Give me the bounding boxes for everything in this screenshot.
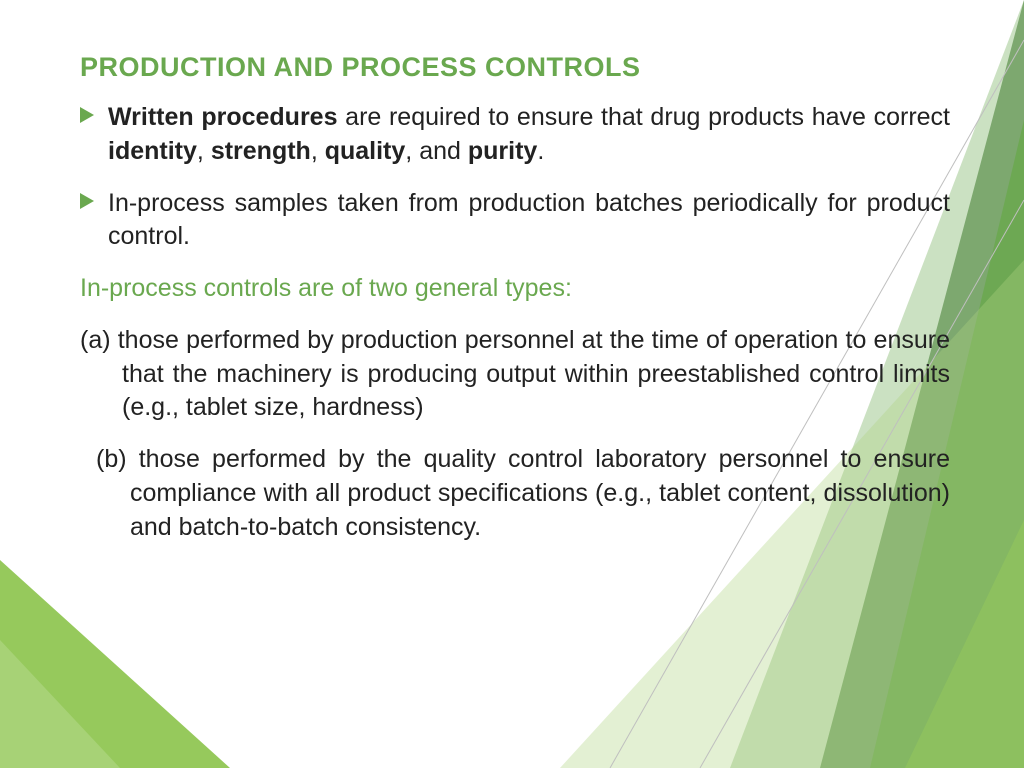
bullet-item: In-process samples taken from production…: [80, 187, 950, 255]
slide-content: PRODUCTION AND PROCESS CONTROLS Written …: [80, 52, 950, 562]
subheading: In-process controls are of two general t…: [80, 272, 950, 306]
bullet-item: Written procedures are required to ensur…: [80, 101, 950, 169]
paragraph-a: (a) those performed by production person…: [80, 324, 950, 425]
slide: PRODUCTION AND PROCESS CONTROLS Written …: [0, 0, 1024, 768]
triangle-bullet-icon: [80, 193, 94, 209]
bullet-list: Written procedures are required to ensur…: [80, 101, 950, 254]
slide-title: PRODUCTION AND PROCESS CONTROLS: [80, 52, 950, 83]
triangle-bullet-icon: [80, 107, 94, 123]
bullet-text: Written procedures are required to ensur…: [108, 101, 950, 169]
bullet-text: In-process samples taken from production…: [108, 187, 950, 255]
paragraph-b: (b) those performed by the quality contr…: [88, 443, 950, 544]
